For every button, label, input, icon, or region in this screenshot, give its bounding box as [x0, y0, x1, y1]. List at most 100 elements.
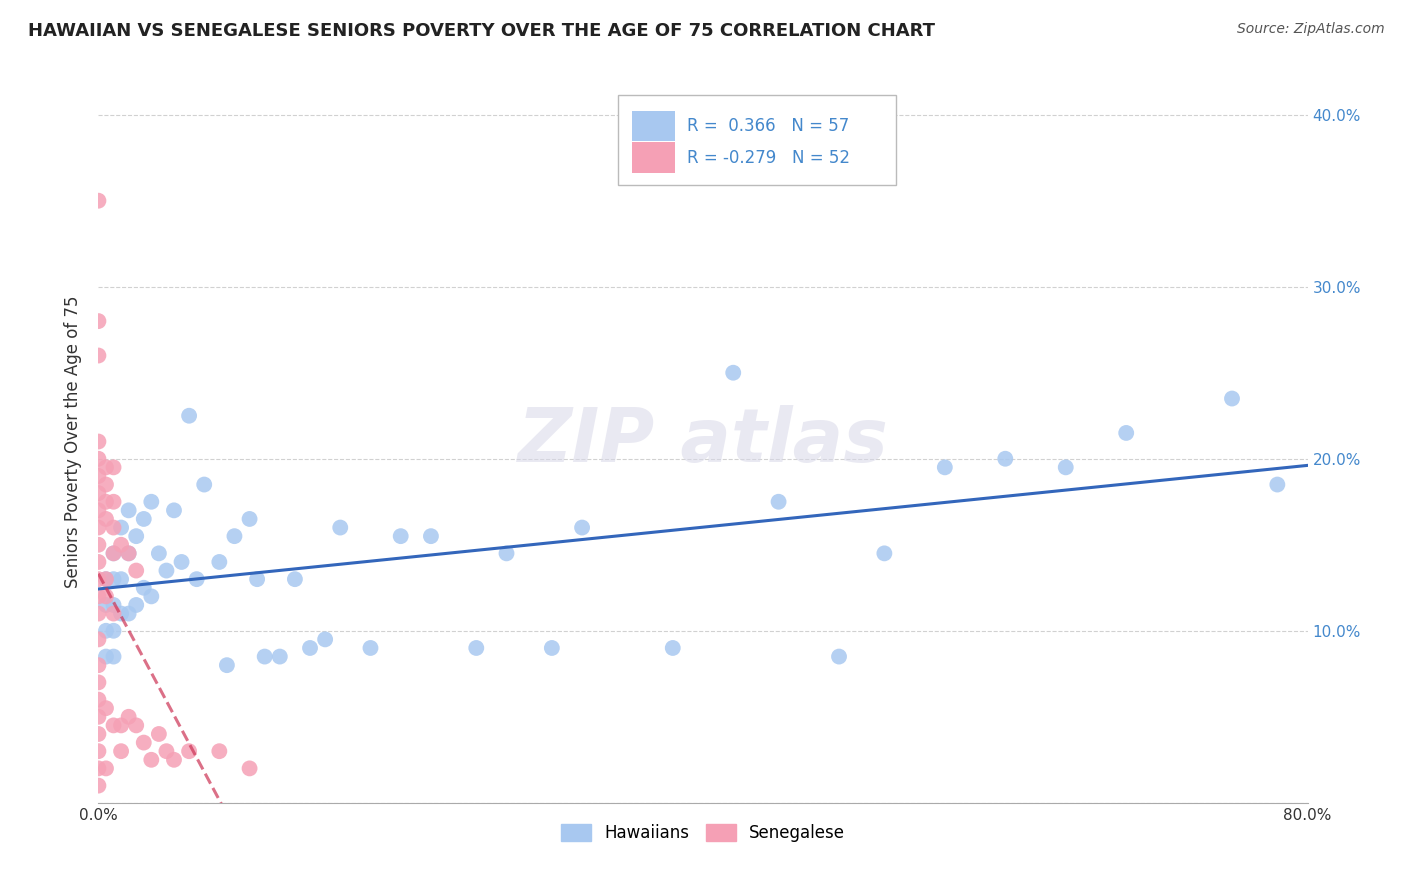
- Point: [87, 675, 110, 690]
- FancyBboxPatch shape: [631, 111, 675, 141]
- Text: HAWAIIAN VS SENEGALESE SENIORS POVERTY OVER THE AGE OF 75 CORRELATION CHART: HAWAIIAN VS SENEGALESE SENIORS POVERTY O…: [28, 22, 935, 40]
- Point: [103, 649, 125, 664]
- Point: [224, 529, 246, 543]
- Point: [103, 520, 125, 534]
- Point: [87, 486, 110, 500]
- Text: R =  0.366   N = 57: R = 0.366 N = 57: [688, 117, 849, 135]
- Point: [179, 409, 201, 423]
- Point: [87, 761, 110, 775]
- FancyBboxPatch shape: [619, 95, 897, 185]
- Point: [118, 710, 141, 724]
- Point: [155, 744, 177, 758]
- Text: Source: ZipAtlas.com: Source: ZipAtlas.com: [1237, 22, 1385, 37]
- Point: [239, 761, 262, 775]
- Point: [163, 503, 186, 517]
- Point: [103, 718, 125, 732]
- Point: [253, 649, 276, 664]
- Point: [94, 590, 117, 604]
- Point: [215, 658, 238, 673]
- Point: [1220, 392, 1243, 406]
- Point: [389, 529, 412, 543]
- Point: [87, 658, 110, 673]
- Point: [186, 572, 208, 586]
- Point: [661, 640, 683, 655]
- Text: R = -0.279   N = 52: R = -0.279 N = 52: [688, 149, 851, 167]
- Point: [141, 753, 163, 767]
- Point: [103, 460, 125, 475]
- Point: [125, 564, 148, 578]
- Point: [723, 366, 745, 380]
- Point: [208, 555, 231, 569]
- Point: [103, 607, 125, 621]
- Point: [132, 512, 155, 526]
- Point: [495, 546, 517, 560]
- Point: [87, 590, 110, 604]
- Point: [94, 477, 117, 491]
- Point: [269, 649, 291, 664]
- Point: [103, 598, 125, 612]
- Point: [1115, 425, 1137, 440]
- Point: [87, 434, 110, 449]
- Point: [87, 538, 110, 552]
- Point: [141, 494, 163, 508]
- Point: [87, 555, 110, 569]
- Point: [239, 512, 262, 526]
- Point: [828, 649, 851, 664]
- Point: [299, 640, 322, 655]
- Point: [314, 632, 336, 647]
- Point: [420, 529, 443, 543]
- Point: [148, 727, 170, 741]
- Point: [1267, 477, 1289, 491]
- Point: [94, 761, 117, 775]
- Point: [87, 727, 110, 741]
- Point: [110, 744, 132, 758]
- Point: [103, 546, 125, 560]
- Point: [994, 451, 1017, 466]
- Point: [360, 640, 382, 655]
- Point: [94, 649, 117, 664]
- Point: [571, 520, 593, 534]
- Point: [132, 735, 155, 749]
- Point: [141, 590, 163, 604]
- Point: [87, 469, 110, 483]
- Point: [110, 520, 132, 534]
- Point: [540, 640, 562, 655]
- Point: [155, 564, 177, 578]
- Point: [110, 718, 132, 732]
- Point: [118, 607, 141, 621]
- Point: [179, 744, 201, 758]
- Point: [87, 692, 110, 706]
- Point: [125, 718, 148, 732]
- Point: [87, 572, 110, 586]
- Point: [193, 477, 215, 491]
- Point: [110, 572, 132, 586]
- Point: [284, 572, 307, 586]
- Point: [208, 744, 231, 758]
- Point: [87, 194, 110, 208]
- Point: [87, 314, 110, 328]
- Point: [87, 520, 110, 534]
- Point: [87, 632, 110, 647]
- Point: [125, 529, 148, 543]
- Point: [103, 494, 125, 508]
- Point: [87, 607, 110, 621]
- Point: [87, 710, 110, 724]
- Point: [118, 546, 141, 560]
- Point: [94, 460, 117, 475]
- Point: [87, 744, 110, 758]
- Point: [94, 494, 117, 508]
- Point: [94, 624, 117, 638]
- Point: [94, 512, 117, 526]
- Point: [110, 607, 132, 621]
- Point: [94, 701, 117, 715]
- Point: [87, 451, 110, 466]
- FancyBboxPatch shape: [631, 143, 675, 173]
- Point: [94, 572, 117, 586]
- Point: [118, 503, 141, 517]
- Legend: Hawaiians, Senegalese: Hawaiians, Senegalese: [554, 817, 852, 848]
- Point: [132, 581, 155, 595]
- Point: [163, 753, 186, 767]
- Point: [934, 460, 956, 475]
- Point: [246, 572, 269, 586]
- Point: [103, 624, 125, 638]
